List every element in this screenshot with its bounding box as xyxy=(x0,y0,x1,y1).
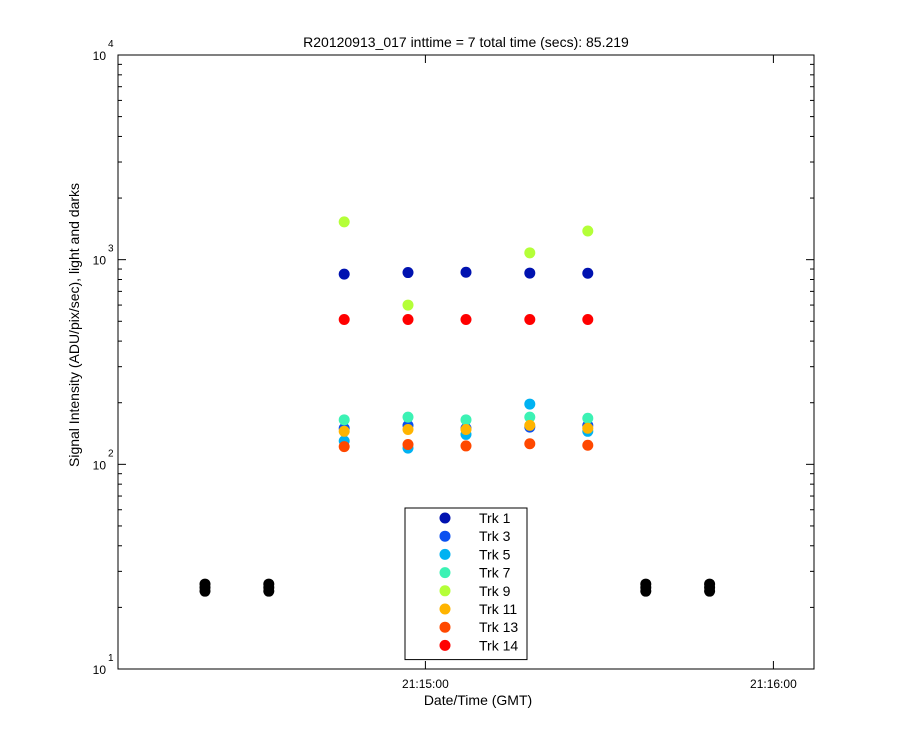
legend-label: Trk 13 xyxy=(479,619,518,635)
legend-label: Trk 1 xyxy=(479,510,511,526)
legend-label: Trk 5 xyxy=(479,546,511,562)
legend-label: Trk 7 xyxy=(479,565,511,581)
data-points xyxy=(199,216,716,597)
data-point xyxy=(460,423,472,435)
legend-label: Trk 9 xyxy=(479,583,511,599)
x-tick-labels: 21:15:00 21:16:00 xyxy=(402,677,797,691)
data-point xyxy=(338,414,350,426)
data-point xyxy=(402,314,414,326)
legend-marker xyxy=(439,603,451,615)
y-axis-label: Signal Intensity (ADU/pix/sec), light an… xyxy=(66,183,82,467)
x-tick-label: 21:15:00 xyxy=(402,677,449,691)
legend: Trk 1 Trk 3 Trk 5 Trk 7 Trk 9 Trk 11 Trk 13 Trk… xyxy=(404,507,528,661)
data-point xyxy=(460,266,472,278)
legend-marker xyxy=(439,639,451,651)
x-tick-label: 21:16:00 xyxy=(750,677,797,691)
data-point xyxy=(524,314,536,326)
y-tick-label: 10 xyxy=(93,458,107,472)
y-tick-label: 10 xyxy=(93,254,107,268)
axis-ticks xyxy=(118,54,814,670)
y-tick-exponent: 2 xyxy=(108,448,114,459)
data-point xyxy=(338,425,350,437)
data-point xyxy=(524,247,536,259)
legend-marker xyxy=(439,548,451,560)
legend-box xyxy=(404,507,528,661)
data-point xyxy=(582,267,594,279)
dark-point xyxy=(640,578,652,590)
dark-point xyxy=(199,578,211,590)
data-point xyxy=(402,411,414,423)
data-point xyxy=(338,314,350,326)
legend-label: Trk 3 xyxy=(479,528,511,544)
y-tick-exponent: 3 xyxy=(108,244,114,255)
data-point xyxy=(582,422,594,434)
data-point xyxy=(582,314,594,326)
data-point xyxy=(402,438,414,450)
dark-point xyxy=(704,578,716,590)
dark-point xyxy=(263,578,275,590)
data-point xyxy=(524,438,536,450)
y-tick-label: 10 xyxy=(93,49,107,63)
legend-marker xyxy=(439,512,451,524)
legend-marker xyxy=(439,585,451,597)
legend-marker xyxy=(439,530,451,542)
data-point xyxy=(402,299,414,311)
data-point xyxy=(582,225,594,237)
y-tick-exponent: 1 xyxy=(108,653,114,664)
legend-marker xyxy=(439,567,451,579)
data-point xyxy=(338,441,350,453)
data-point xyxy=(524,419,536,431)
data-point xyxy=(524,411,536,423)
legend-label: Trk 11 xyxy=(479,601,517,617)
legend-marker xyxy=(439,621,451,633)
y-tick-label: 10 xyxy=(93,663,107,677)
data-point xyxy=(524,398,536,410)
x-axis-label: Date/Time (GMT) xyxy=(424,692,532,708)
data-point xyxy=(402,267,414,279)
data-point xyxy=(460,414,472,426)
data-point xyxy=(402,423,414,435)
data-point xyxy=(524,267,536,279)
chart-title: R20120913_017 inttime = 7 total time (se… xyxy=(303,34,629,50)
data-point xyxy=(338,216,350,228)
data-point xyxy=(582,412,594,424)
data-point xyxy=(460,314,472,326)
legend-label: Trk 14 xyxy=(479,637,518,653)
data-point xyxy=(460,440,472,452)
data-point xyxy=(338,268,350,280)
y-tick-exponent: 4 xyxy=(108,39,114,50)
data-point xyxy=(582,439,594,451)
